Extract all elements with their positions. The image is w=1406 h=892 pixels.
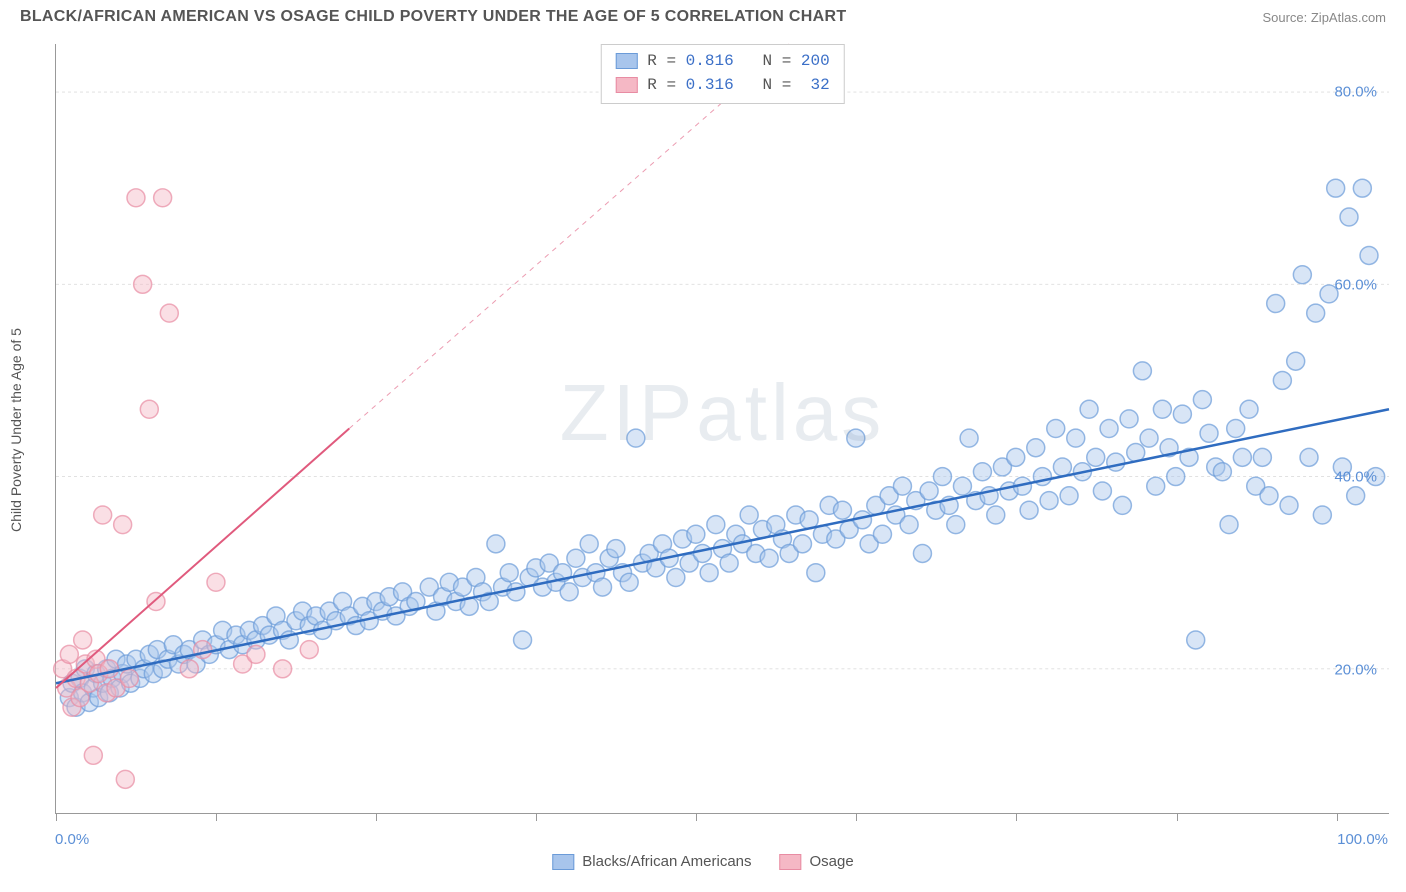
chart-header: BLACK/AFRICAN AMERICAN VS OSAGE CHILD PO… [0, 0, 1406, 30]
stats-legend: R = 0.816 N = 200 R = 0.316 N = 32 [600, 44, 844, 104]
x-max-label: 100.0% [1337, 831, 1388, 848]
stats-row-1: R = 0.816 N = 200 [615, 49, 829, 73]
x-tick [216, 813, 217, 821]
x-tick [856, 813, 857, 821]
swatch-series2 [615, 77, 637, 93]
bottom-legend: Blacks/African Americans Osage [552, 853, 853, 870]
y-tick-label: 60.0% [1334, 276, 1377, 293]
x-tick [1337, 813, 1338, 821]
y-axis-label: Child Poverty Under the Age of 5 [8, 328, 24, 532]
x-tick [696, 813, 697, 821]
y-tick-label: 20.0% [1334, 661, 1377, 678]
stats-row-2: R = 0.316 N = 32 [615, 73, 829, 97]
x-tick [536, 813, 537, 821]
legend-swatch-1 [552, 854, 574, 870]
scatter-svg [56, 44, 1389, 813]
x-tick [1177, 813, 1178, 821]
legend-swatch-2 [780, 854, 802, 870]
legend-item-2: Osage [780, 853, 854, 870]
y-tick-label: 40.0% [1334, 469, 1377, 486]
x-tick [1016, 813, 1017, 821]
y-tick-label: 80.0% [1334, 84, 1377, 101]
legend-item-1: Blacks/African Americans [552, 853, 751, 870]
x-min-label: 0.0% [55, 831, 89, 848]
plot-area: R = 0.816 N = 200 R = 0.316 N = 32 ZIPat… [55, 44, 1389, 814]
legend-label-2: Osage [810, 853, 854, 870]
x-tick [56, 813, 57, 821]
source-label: Source: ZipAtlas.com [1262, 10, 1386, 25]
x-tick [376, 813, 377, 821]
legend-label-1: Blacks/African Americans [582, 853, 751, 870]
swatch-series1 [615, 53, 637, 69]
chart-title: BLACK/AFRICAN AMERICAN VS OSAGE CHILD PO… [20, 8, 846, 26]
